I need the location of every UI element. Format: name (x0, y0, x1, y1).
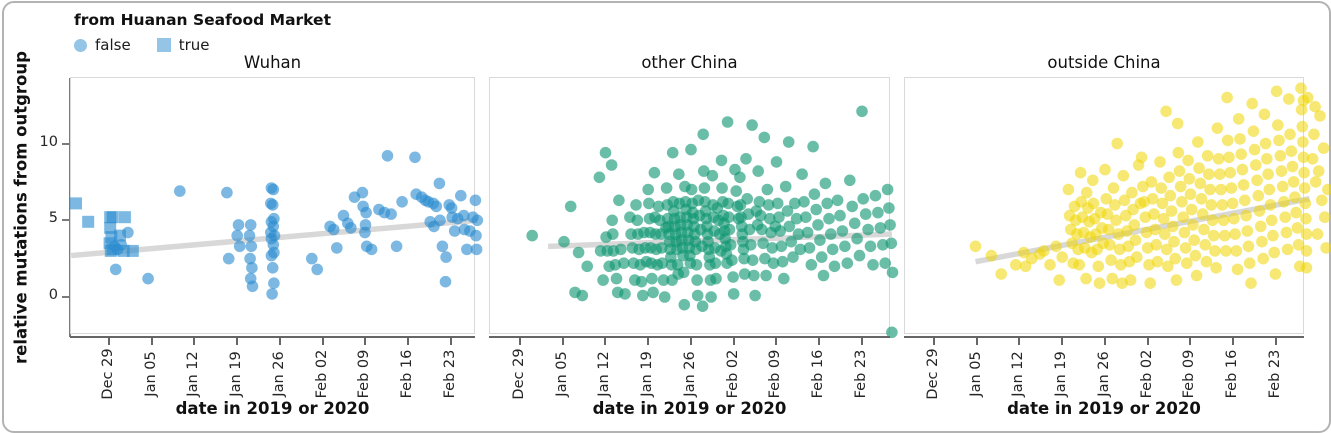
x-axis-tick-mark (818, 338, 821, 345)
scatter-points-false (108, 150, 484, 300)
x-axis-tick-label: Jan 19 (1053, 351, 1070, 397)
x-axis-title: date in 2019 or 2020 (592, 399, 787, 418)
x-axis-tick-label: Jan 26 (681, 351, 698, 397)
x-axis-tick-mark (561, 338, 564, 345)
y-axis-tick-mark (62, 142, 69, 145)
legend-circle-swatch-icon[interactable] (74, 38, 87, 52)
x-axis-tick-mark (407, 338, 410, 345)
x-axis-tick-mark (236, 338, 239, 345)
y-axis-tick-label: 10 (39, 133, 58, 150)
x-axis-tick-mark (1061, 338, 1064, 345)
x-axis-tick-mark (732, 338, 735, 345)
x-axis-tick-label: Feb 23 (1266, 349, 1283, 399)
x-axis-tick-label: Dec 29 (925, 348, 941, 400)
x-axis-tick-mark (1146, 338, 1149, 345)
x-axis-tick-label: Dec 29 (511, 348, 527, 400)
x-axis-tick-label: Jan 26 (1095, 351, 1112, 397)
legend-title: from Huanan Seafood Market (74, 11, 331, 29)
x-axis-title: date in 2019 or 2020 (1007, 399, 1201, 418)
x-axis-tick-mark (689, 338, 692, 345)
x-axis-line (489, 336, 890, 338)
x-axis-tick-label: Jan 12 (185, 351, 202, 397)
x-axis-tick-label: Dec 29 (100, 348, 116, 400)
x-axis-tick-label: Feb 23 (852, 349, 869, 399)
x-axis-tick-mark (150, 338, 153, 345)
x-axis-tick-mark (321, 338, 324, 345)
y-axis-tick-mark (62, 219, 69, 222)
legend-square-swatch-icon[interactable] (156, 38, 171, 52)
x-axis-tick-mark (1189, 338, 1192, 345)
scatter-points-false (526, 105, 899, 339)
scatter-panel-0 (70, 77, 484, 334)
panel-title-2: outside China (1047, 53, 1161, 72)
x-axis-tick-mark (519, 338, 521, 345)
x-axis-tick-label: Feb 02 (313, 349, 330, 399)
x-axis-tick-label: Jan 05 (553, 351, 570, 397)
panel-title-0: Wuhan (243, 53, 302, 72)
x-axis-tick-mark (278, 338, 281, 345)
panel-title-1: other China (641, 53, 738, 72)
legend-items: false true (74, 36, 331, 54)
legend: from Huanan Seafood Market false true (74, 11, 331, 54)
x-axis-tick-mark (604, 338, 607, 345)
x-axis-tick-mark (108, 338, 110, 345)
scatter-plot-area (70, 150, 484, 300)
x-axis-tick-label: Jan 05 (142, 351, 159, 397)
x-axis-line (70, 336, 475, 338)
x-axis-tick-label: Feb 09 (1181, 349, 1198, 399)
y-axis-title: relative mutations from outgroup (11, 51, 31, 364)
x-axis-tick-label: Jan 12 (1010, 351, 1027, 397)
y-axis-tick-label: 5 (48, 210, 58, 227)
x-axis-tick-mark (775, 338, 778, 345)
x-axis-tick-label: Feb 02 (1138, 349, 1155, 399)
scatter-panel-1 (489, 77, 899, 339)
x-axis-tick-label: Jan 26 (270, 351, 287, 397)
legend-label-true[interactable]: true (178, 36, 210, 54)
x-axis-tick-label: Jan 19 (639, 351, 656, 397)
x-axis-tick-mark (364, 338, 367, 345)
scatter-panel-2 (904, 77, 1331, 334)
x-axis-tick-mark (860, 338, 863, 345)
x-axis-tick-label: Feb 16 (1224, 349, 1241, 399)
x-axis-line (904, 336, 1304, 338)
x-axis-tick-mark (193, 338, 196, 345)
x-axis-tick-label: Feb 16 (810, 349, 827, 399)
y-axis-tick-mark (62, 296, 69, 298)
scatter-plot-area (969, 82, 1331, 289)
y-axis-tick-label: 0 (48, 287, 58, 303)
scatter-points-true (70, 197, 139, 257)
x-axis-tick-label: Jan 19 (228, 351, 245, 397)
x-axis-tick-label: Feb 23 (441, 349, 458, 399)
x-axis-tick-label: Jan 12 (596, 351, 613, 397)
x-axis-tick-mark (449, 338, 452, 345)
x-axis-title: date in 2019 or 2020 (175, 399, 370, 418)
legend-label-false[interactable]: false (95, 36, 131, 54)
scatter-plot-area (526, 105, 899, 339)
x-axis-tick-mark (1018, 338, 1021, 345)
x-axis-tick-label: Feb 09 (356, 349, 373, 399)
x-axis-tick-mark (1103, 338, 1106, 345)
x-axis-tick-mark (1232, 338, 1235, 345)
x-axis-tick-label: Feb 09 (767, 349, 784, 399)
x-axis-tick-mark (975, 338, 978, 345)
scatter-points-false (969, 82, 1331, 289)
x-axis-tick-mark (647, 338, 650, 345)
x-axis-tick-label: Feb 16 (399, 349, 416, 399)
x-axis-tick-label: Jan 05 (967, 351, 984, 397)
x-axis-tick-mark (933, 338, 935, 345)
x-axis-tick-label: Feb 02 (724, 349, 741, 399)
x-axis-tick-mark (1274, 338, 1277, 345)
